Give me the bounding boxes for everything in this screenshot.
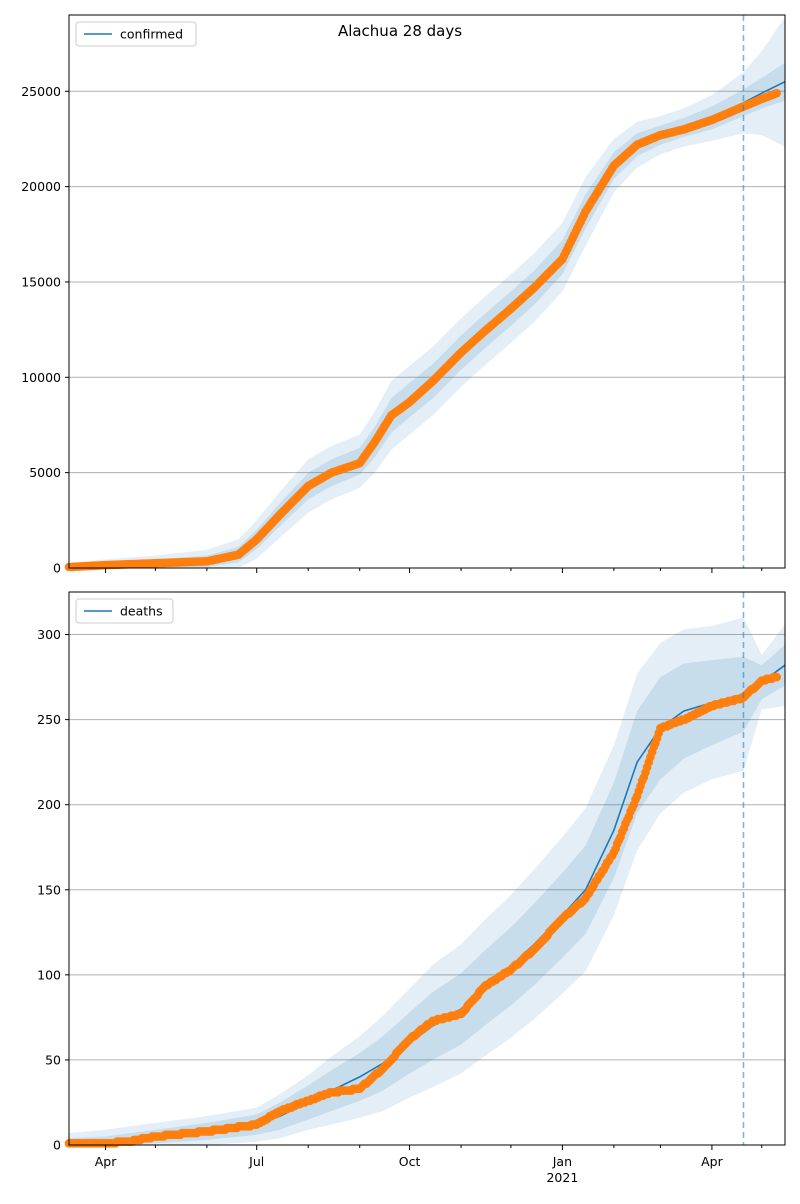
xtick-label: Jan [552,1154,572,1169]
confirmed-panel-ytick-label: 25000 [21,84,61,99]
xtick-label: Apr [95,1154,117,1169]
confirmed-panel-axes-frame [68,14,786,569]
deaths-panel-axes-frame [68,591,786,1146]
confirmed-panel-legend [75,21,197,47]
deaths-panel-ytick-label: 150 [37,882,61,897]
confirmed-panel-ytick-label: 5000 [29,465,61,480]
xtick-year-label: 2021 [546,1170,578,1185]
deaths-panel-ytick-label: 300 [37,627,61,642]
deaths-panel-legend-label: deaths [120,604,163,619]
deaths-panel-band-outer [69,617,785,1145]
xtick-label: Apr [701,1154,723,1169]
deaths-panel-ytick-label: 200 [37,797,61,812]
confirmed-panel-observed-points [64,88,781,572]
confirmed-panel-band-inner [69,62,785,568]
observed-point [772,88,781,98]
confirmed-panel-ytick-label: 0 [53,561,61,576]
deaths-panel-ytick-label: 50 [45,1052,61,1067]
confirmed-panel-ytick-label: 20000 [21,179,61,194]
confirmed-panel-model-line [68,80,786,568]
confirmed-panel-ytick-label: 10000 [21,370,61,385]
confirmed-panel-band-outer [69,16,785,568]
deaths-panel-legend [75,598,174,624]
deaths-panel-ytick-label: 250 [37,712,61,727]
deaths-panel-observed-points [64,672,781,1148]
confirmed-panel-legend-label: confirmed [120,27,183,42]
deaths-panel-band-inner [69,644,785,1145]
deaths-panel-ytick-label: 100 [37,967,61,982]
observed-point [772,672,781,682]
confirmed-panel-ytick-label: 15000 [21,274,61,289]
xtick-label: Jul [248,1154,264,1169]
xtick-label: Oct [399,1154,421,1169]
figure-title: Alachua 28 days [337,22,463,40]
deaths-panel-ytick-label: 0 [53,1138,61,1153]
